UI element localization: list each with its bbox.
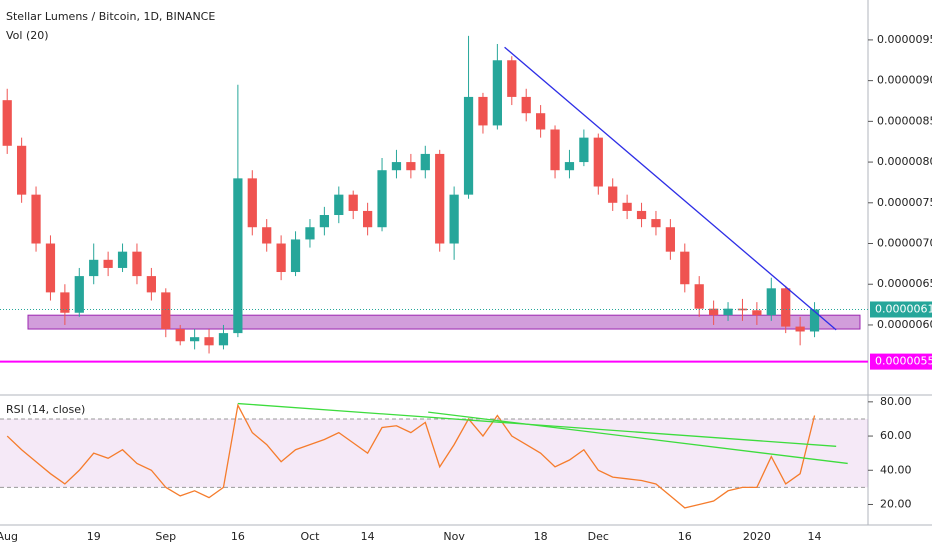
candle-body — [781, 288, 791, 327]
y-tick-label: 0.00000950 — [877, 33, 932, 46]
candle-body — [608, 186, 618, 203]
candle-body — [161, 292, 171, 330]
candle-body — [132, 251, 142, 277]
last-price-label: 0.00000619 — [875, 302, 932, 315]
candle-body — [204, 337, 214, 346]
x-tick-label: 18 — [534, 530, 548, 543]
candle-body — [190, 337, 200, 342]
candle-body — [579, 137, 589, 163]
candle-body — [377, 170, 387, 228]
y-tick-label: 0.00000650 — [877, 277, 932, 290]
candle-body — [680, 251, 690, 285]
candle-body — [262, 227, 272, 244]
x-tick-label: Sep — [155, 530, 176, 543]
y-tick-label: 0.00000600 — [877, 318, 932, 331]
candle-body — [694, 284, 704, 309]
x-tick-label: Nov — [443, 530, 465, 543]
candle-body — [723, 308, 733, 316]
candle-body — [247, 178, 257, 228]
x-tick-label: 2020 — [743, 530, 771, 543]
candle-body — [233, 178, 243, 334]
candle-body — [463, 96, 474, 195]
level-badge — [870, 353, 932, 370]
trendline — [504, 46, 837, 331]
candle-body — [74, 276, 84, 313]
x-tick-label: Aug — [0, 530, 18, 543]
y-tick-label: 60.00 — [880, 429, 912, 442]
candle-body — [89, 259, 99, 277]
candle-body — [752, 310, 762, 316]
y-tick-label: 0.00000700 — [877, 237, 932, 250]
candle-body — [665, 227, 675, 252]
level-label: 0.00000555 — [875, 355, 932, 368]
y-tick-label: 40.00 — [880, 463, 912, 476]
candle-body — [2, 100, 12, 146]
candle-body — [146, 276, 156, 293]
candle-body — [737, 308, 748, 311]
candle-body — [550, 129, 560, 171]
candle-body — [305, 227, 315, 240]
candle-body — [363, 210, 373, 228]
candle-body — [420, 153, 430, 171]
candle-body — [290, 239, 301, 273]
chart-title: Stellar Lumens / Bitcoin, 1D, BINANCE — [6, 10, 215, 23]
candle-body — [348, 194, 358, 211]
volume-label: Vol (20) — [6, 29, 49, 42]
rsi-trendline — [428, 411, 848, 465]
rsi-title: RSI (14, close) — [6, 403, 85, 416]
candle-body — [536, 113, 546, 130]
candle-body — [449, 194, 459, 244]
candle-body — [406, 162, 416, 171]
candle-body — [809, 309, 820, 332]
candle-body — [60, 292, 70, 313]
candle-body — [103, 259, 113, 268]
candle-body — [175, 329, 185, 342]
candle-body — [218, 333, 229, 346]
candle-body — [593, 137, 603, 187]
x-tick-label: 14 — [808, 530, 822, 543]
rsi-line — [6, 403, 816, 509]
candle-body — [117, 251, 128, 268]
candle-body — [478, 96, 488, 126]
x-tick-label: 16 — [678, 530, 692, 543]
candle-body — [391, 162, 402, 171]
candle-body — [435, 153, 445, 244]
y-tick-label: 0.00000850 — [877, 114, 932, 127]
candle-body — [334, 194, 344, 216]
x-tick-label: 19 — [87, 530, 101, 543]
candle-body — [276, 243, 286, 273]
support-zone — [27, 314, 861, 330]
rsi-band-fill — [0, 418, 868, 488]
candle-body — [319, 215, 329, 228]
x-tick-label: 14 — [361, 530, 375, 543]
last-price-badge — [870, 301, 932, 318]
candle-body — [17, 145, 27, 195]
candle-body — [521, 96, 531, 114]
y-tick-label: 20.00 — [880, 497, 912, 510]
candle-body — [622, 202, 632, 211]
candle-body — [795, 326, 805, 332]
candle-body — [766, 288, 776, 316]
candle-body — [636, 210, 647, 220]
candle-body — [31, 194, 41, 244]
candle-body — [492, 60, 502, 126]
y-tick-label: 0.00000900 — [877, 74, 932, 87]
candle-body — [507, 60, 517, 97]
y-tick-label: 80.00 — [880, 395, 912, 408]
x-tick-label: 16 — [231, 530, 245, 543]
candle-body — [709, 308, 719, 316]
candle-body — [564, 162, 575, 171]
y-tick-label: 0.00000750 — [877, 196, 932, 209]
x-tick-label: Oct — [300, 530, 320, 543]
y-tick-label: 0.00000800 — [877, 155, 932, 168]
x-tick-label: Dec — [588, 530, 609, 543]
candle-body — [651, 219, 661, 228]
candle-body — [45, 243, 56, 293]
